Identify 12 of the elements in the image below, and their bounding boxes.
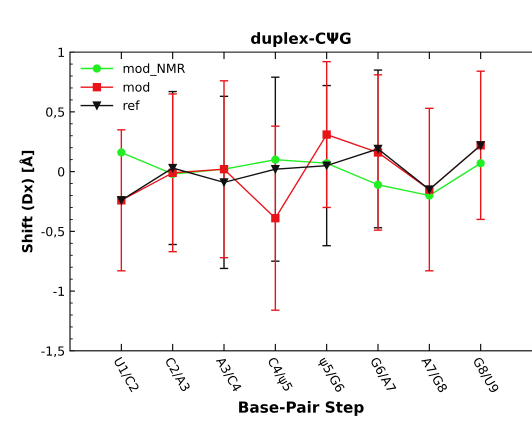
legend-label: mod_NMR — [124, 63, 185, 76]
legend-label: ref — [124, 100, 140, 110]
y-tick-label: -1 — [53, 286, 64, 296]
y-axis-title: Shift (Dx) [Å] — [19, 150, 34, 252]
y-tick-label: -0,5 — [41, 226, 64, 238]
y-tick-label: 1 — [58, 48, 64, 57]
legend-label: mod — [124, 82, 150, 92]
x-axis-title: Base-Pair Step — [239, 401, 364, 416]
y-tick-label: 0,5 — [46, 107, 64, 118]
chart-title: duplex-CΨG — [251, 32, 351, 47]
y-tick-label: 0 — [58, 167, 64, 177]
y-tick-label: -1,5 — [41, 346, 64, 358]
